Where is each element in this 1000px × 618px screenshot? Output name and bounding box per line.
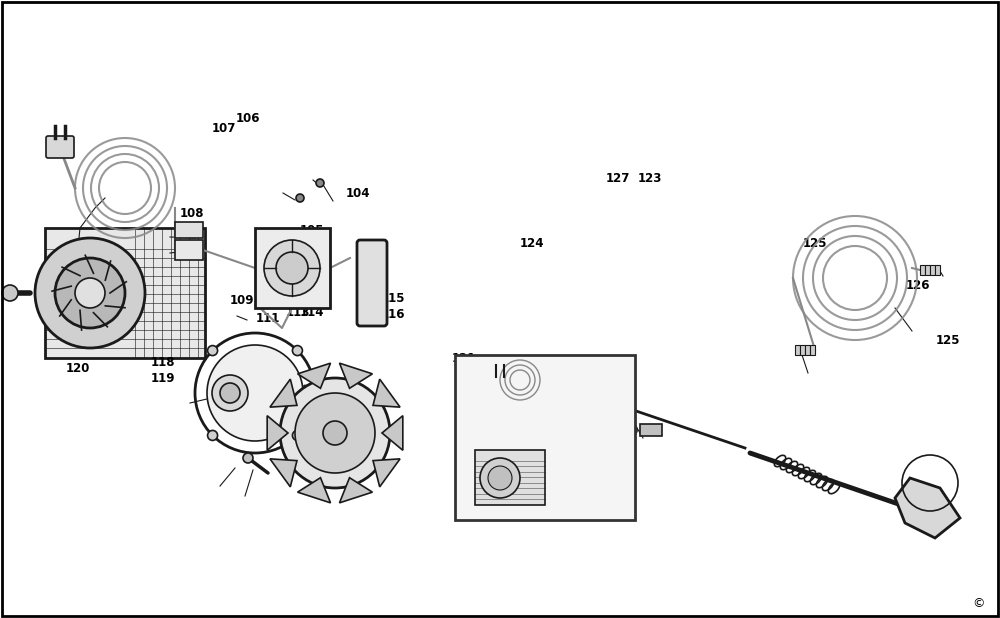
Circle shape [212,375,248,411]
FancyBboxPatch shape [46,136,74,158]
Text: 121: 121 [452,352,476,365]
Text: 108: 108 [180,206,204,219]
Polygon shape [298,478,331,503]
Text: 119: 119 [151,373,175,386]
Bar [45,228,205,358]
Text: 123: 123 [638,172,662,185]
Text: 117: 117 [276,417,300,430]
Circle shape [243,453,253,463]
Circle shape [295,393,375,473]
Circle shape [208,345,218,355]
Circle shape [75,278,105,308]
Text: 118: 118 [151,357,175,370]
Text: 109: 109 [230,294,254,307]
Circle shape [35,238,145,348]
Text: 126: 126 [906,279,930,292]
Bar [640,424,662,436]
Text: 107: 107 [212,122,236,135]
Circle shape [623,423,637,437]
Text: ©: © [972,597,985,610]
Text: 127: 127 [606,172,630,185]
Text: 120: 120 [66,362,90,375]
Circle shape [208,430,218,441]
Text: 113: 113 [286,305,310,318]
Circle shape [296,194,304,202]
Text: 105: 105 [300,224,324,237]
Bar [455,355,635,520]
Circle shape [55,258,125,328]
Text: 125: 125 [936,334,960,347]
Bar [805,345,810,355]
Circle shape [292,430,302,441]
Polygon shape [895,478,960,538]
Bar [475,450,545,505]
Circle shape [316,179,324,187]
Text: 122: 122 [326,408,350,421]
Text: 125: 125 [803,237,827,250]
Polygon shape [298,363,331,388]
Bar [930,265,935,275]
Text: 117: 117 [306,431,330,444]
Bar [795,345,800,355]
Polygon shape [339,363,372,388]
Text: 106: 106 [236,111,260,124]
Text: 124: 124 [520,237,544,250]
Circle shape [480,458,520,498]
Circle shape [488,466,512,490]
Text: 112: 112 [276,292,300,305]
Text: 114: 114 [300,305,324,318]
Polygon shape [270,459,297,487]
Bar [925,265,930,275]
Bar [810,345,815,355]
Bar [175,222,203,238]
Polygon shape [267,416,288,451]
FancyBboxPatch shape [255,228,330,308]
Polygon shape [373,379,400,407]
FancyBboxPatch shape [357,240,387,326]
Circle shape [292,345,302,355]
Bar [935,265,940,275]
Bar [920,265,925,275]
Bar [175,240,203,260]
Text: 115: 115 [381,292,405,305]
Polygon shape [270,379,297,407]
Text: 116: 116 [381,308,405,321]
Circle shape [276,252,308,284]
Circle shape [323,421,347,445]
Bar [800,345,805,355]
Text: 110: 110 [256,297,280,310]
Circle shape [207,345,303,441]
Polygon shape [339,478,372,503]
Circle shape [2,285,18,301]
Text: 104: 104 [346,187,370,200]
Circle shape [264,240,320,296]
Circle shape [220,383,240,403]
Polygon shape [382,416,403,451]
Polygon shape [373,459,400,487]
Circle shape [280,378,390,488]
Text: 111: 111 [256,311,280,324]
